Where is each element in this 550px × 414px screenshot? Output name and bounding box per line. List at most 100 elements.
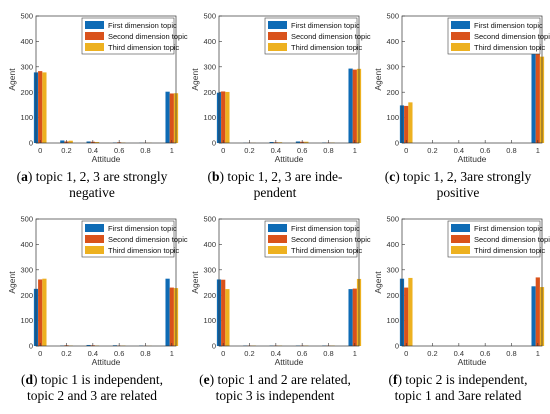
y-tick-label: 500: [386, 12, 399, 21]
x-tick-label: 0.2: [427, 349, 437, 358]
legend-label-2: Second dimension topic: [291, 32, 371, 41]
y-tick-label: 0: [395, 342, 399, 351]
x-tick-label: 0.2: [427, 146, 437, 155]
y-tick-label: 400: [386, 37, 399, 46]
legend-swatch-3: [85, 246, 104, 254]
x-tick-label: 0: [221, 349, 225, 358]
legend-label-3: Third dimension topic: [474, 246, 546, 255]
y-tick-label: 0: [395, 139, 399, 148]
bar-series-2-cat-0: [404, 288, 408, 346]
caption-line-2: topic 2 and 3 are related: [4, 388, 180, 404]
x-tick-label: 0.8: [140, 349, 150, 358]
legend-swatch-2: [268, 32, 287, 40]
y-tick-label: 400: [203, 37, 216, 46]
y-tick-label: 100: [20, 316, 33, 325]
legend-label-1: First dimension topic: [474, 21, 543, 30]
legend-label-1: First dimension topic: [474, 224, 543, 233]
x-tick-label: 0.8: [506, 146, 516, 155]
x-tick-label: 1: [170, 349, 174, 358]
panel-letter: a: [21, 169, 28, 184]
legend-swatch-2: [85, 32, 104, 40]
y-tick-label: 500: [203, 215, 216, 224]
bar-series-1-cat-5: [531, 286, 535, 346]
bar-series-3-cat-0: [42, 72, 46, 143]
y-axis-label: Agent: [190, 68, 200, 91]
y-tick-label: 300: [386, 62, 399, 71]
caption-line-2: topic 1 and 3are related: [370, 388, 546, 404]
y-tick-label: 0: [212, 342, 216, 351]
y-tick-label: 100: [203, 113, 216, 122]
y-tick-label: 300: [203, 62, 216, 71]
legend-swatch-3: [85, 43, 104, 51]
legend-swatch-1: [268, 21, 287, 29]
legend-swatch-2: [85, 235, 104, 243]
bar-series-2-cat-0: [38, 279, 42, 346]
x-tick-label: 0: [38, 349, 42, 358]
legend-swatch-3: [451, 43, 470, 51]
y-tick-label: 200: [386, 88, 399, 97]
bar-series-2-cat-5: [170, 93, 174, 143]
y-tick-label: 200: [20, 88, 33, 97]
bar-series-2-cat-5: [353, 289, 357, 346]
panel-caption: (e) topic 1 and 2 are related,topic 3 is…: [187, 372, 363, 404]
legend-label-3: Third dimension topic: [108, 43, 180, 52]
legend-swatch-1: [451, 224, 470, 232]
caption-line-1: (d) topic 1 is independent,: [4, 372, 180, 388]
y-tick-label: 0: [29, 342, 33, 351]
y-tick-label: 500: [386, 215, 399, 224]
bar-series-2-cat-0: [404, 106, 408, 143]
x-axis-label: Attitude: [92, 357, 121, 367]
caption-line-2: topic 3 is independent: [187, 388, 363, 404]
caption-line-2: negative: [4, 185, 180, 201]
legend-label-2: Second dimension topic: [291, 235, 371, 244]
y-tick-label: 100: [203, 316, 216, 325]
y-tick-label: 100: [386, 316, 399, 325]
y-axis-label: Agent: [7, 68, 17, 91]
legend-label-1: First dimension topic: [108, 224, 177, 233]
y-tick-label: 0: [29, 139, 33, 148]
y-tick-label: 300: [20, 265, 33, 274]
x-tick-label: 1: [536, 349, 540, 358]
y-axis-label: Agent: [190, 271, 200, 294]
bar-series-2-cat-0: [38, 71, 42, 143]
x-tick-label: 0.2: [61, 349, 71, 358]
y-tick-label: 200: [386, 291, 399, 300]
x-tick-label: 0.8: [323, 146, 333, 155]
legend-swatch-1: [268, 224, 287, 232]
legend-swatch-2: [268, 235, 287, 243]
panel-letter: c: [389, 169, 395, 184]
caption-line-2: pendent: [187, 185, 363, 201]
y-tick-label: 500: [203, 12, 216, 21]
legend-label-1: First dimension topic: [108, 21, 177, 30]
y-axis-label: Agent: [7, 271, 17, 294]
bar-series-1-cat-1: [60, 140, 64, 143]
x-tick-label: 1: [353, 146, 357, 155]
panel-letter: e: [204, 372, 210, 387]
y-tick-label: 100: [20, 113, 33, 122]
legend-swatch-1: [85, 21, 104, 29]
caption-line-1: (c) topic 1, 2, 3are strongly: [370, 169, 546, 185]
x-tick-label: 0.8: [140, 146, 150, 155]
legend-swatch-3: [451, 246, 470, 254]
legend: First dimension topic Second dimension to…: [448, 221, 550, 257]
legend-label-2: Second dimension topic: [474, 235, 550, 244]
bar-series-2-cat-5: [536, 277, 540, 346]
bar-series-1-cat-5: [165, 92, 169, 143]
legend-label-3: Third dimension topic: [474, 43, 546, 52]
bar-series-3-cat-0: [225, 289, 229, 346]
